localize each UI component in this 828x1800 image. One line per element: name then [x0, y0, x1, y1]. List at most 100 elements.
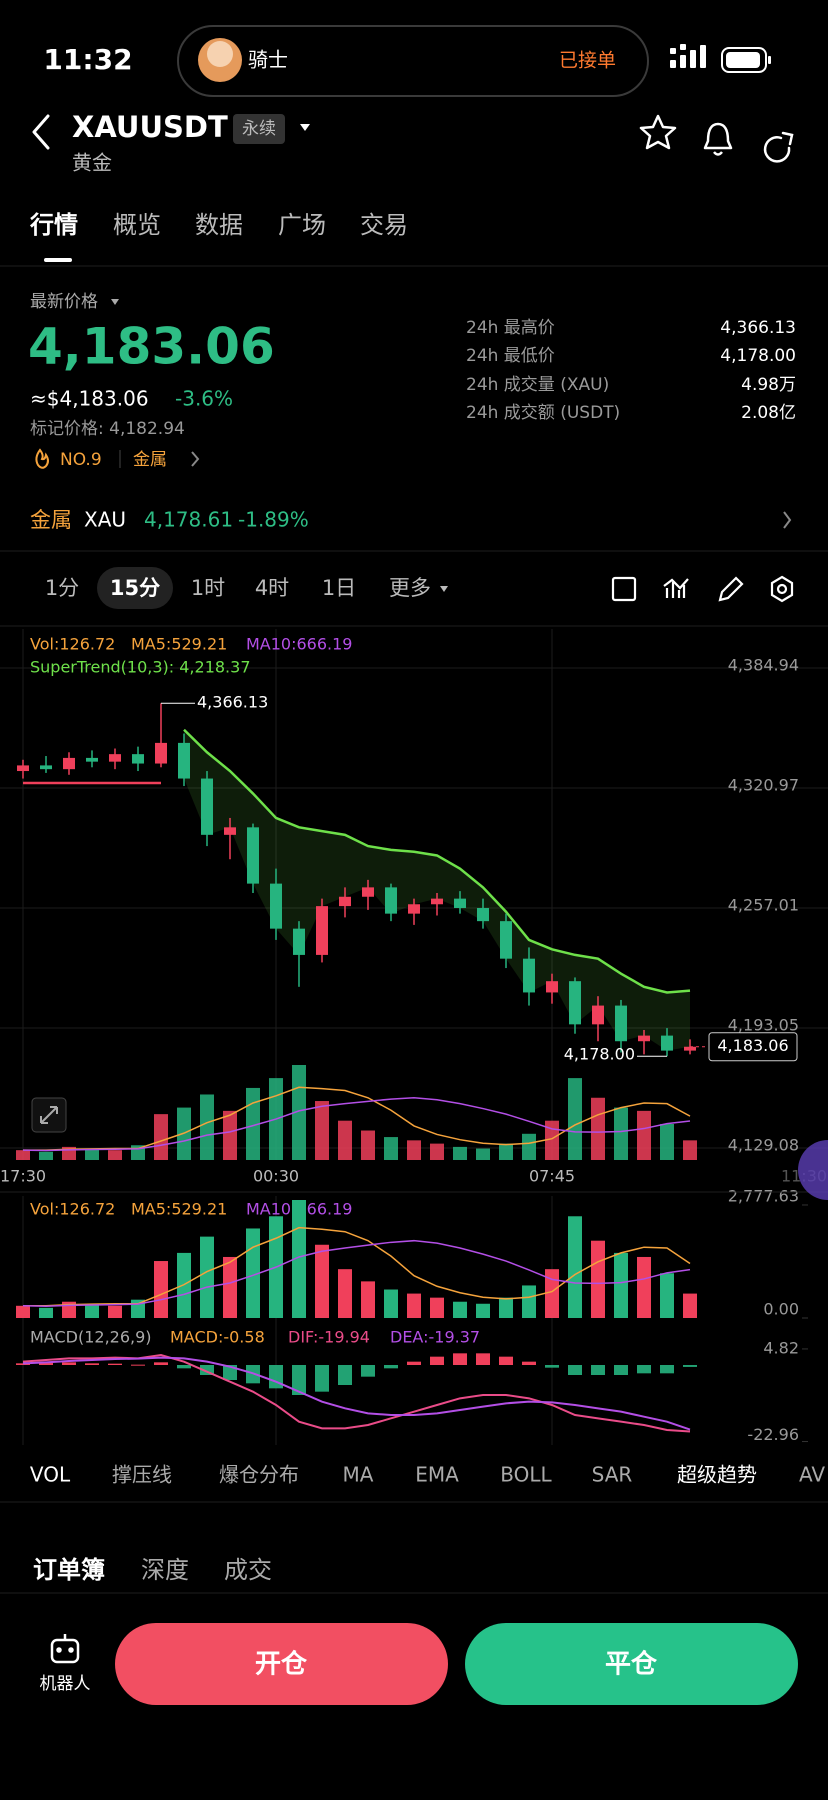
volume-bar	[591, 1097, 605, 1160]
interval[interactable]: 更多	[389, 576, 431, 600]
candle-body	[17, 765, 29, 772]
indicator-tab[interactable]: EMA	[415, 1463, 459, 1487]
indicator-tab[interactable]: VOL	[30, 1463, 71, 1487]
dynamic-island	[177, 25, 649, 97]
indicator-tab[interactable]: AV	[799, 1463, 825, 1487]
legend-entry: MA5:529.21	[131, 635, 227, 654]
indicator-tab[interactable]: 超级趋势	[677, 1463, 757, 1487]
macd-bar	[660, 1365, 674, 1374]
stat-value: 4,366.13	[720, 318, 796, 338]
legend-entry: DIF:-19.94	[288, 1328, 370, 1347]
volume-bar	[637, 1110, 651, 1160]
floating-widget[interactable]	[798, 1140, 828, 1200]
candle-body	[592, 1005, 604, 1025]
draw-tool[interactable]	[718, 576, 744, 602]
order-tab[interactable]: 成交	[224, 1556, 272, 1584]
stat-label: 24h 成交量 (XAU)	[466, 375, 609, 395]
indicator-tool[interactable]	[663, 578, 689, 598]
interval[interactable]: 15分	[110, 576, 160, 600]
candle-body	[155, 742, 167, 764]
sector-chevron[interactable]	[191, 451, 200, 467]
macd-bar	[637, 1365, 651, 1374]
tab[interactable]: 数据	[195, 211, 243, 239]
interval[interactable]: 1日	[322, 576, 356, 600]
alert-button[interactable]	[703, 122, 733, 156]
more-dropdown[interactable]	[440, 586, 448, 592]
order-tab[interactable]: 订单簿	[33, 1556, 105, 1584]
macd-bar	[131, 1364, 145, 1366]
volume-bar	[16, 1150, 30, 1160]
volume-bar	[453, 1146, 467, 1160]
indicator-tab[interactable]: MA	[343, 1463, 374, 1487]
volume-bar	[338, 1120, 352, 1160]
settings-tool[interactable]	[770, 575, 794, 603]
macd-bar	[154, 1362, 168, 1365]
island-status: 已接单	[559, 50, 616, 72]
indicator-tab[interactable]: 撑压线	[112, 1463, 172, 1487]
volume-bar	[200, 1236, 214, 1318]
volume-bar	[683, 1293, 697, 1318]
usd-price: ≈$4,183.06	[30, 387, 149, 411]
interval[interactable]: 1时	[191, 576, 225, 600]
row-chevron[interactable]	[783, 511, 792, 529]
candle-body	[661, 1035, 673, 1051]
last-price-label: 4,183.06	[717, 1036, 788, 1055]
volume-ma10	[22, 1239, 691, 1307]
volume-bar	[568, 1216, 582, 1318]
interval[interactable]: 1分	[45, 576, 79, 600]
open-label[interactable]: 开仓	[255, 1649, 308, 1680]
y-tick-label: 4,384.94	[728, 655, 799, 674]
price-dropdown[interactable]	[111, 299, 119, 305]
volume-bar	[407, 1293, 421, 1318]
macd-bar	[453, 1353, 467, 1365]
sector-name[interactable]: 金属	[30, 508, 72, 532]
macd-bar	[39, 1362, 53, 1365]
order-tab[interactable]: 深度	[141, 1556, 189, 1584]
indicator-tab[interactable]: SAR	[592, 1463, 633, 1487]
favorite-button[interactable]	[639, 114, 677, 150]
candle-body	[546, 981, 558, 993]
contract-badge: 永续	[242, 119, 276, 139]
share-button[interactable]	[763, 131, 794, 163]
close-button[interactable]	[465, 1623, 798, 1705]
volume-bar	[246, 1087, 260, 1160]
tab[interactable]: 概览	[113, 211, 161, 239]
candle-body	[316, 906, 328, 955]
robot-label[interactable]: 机器人	[40, 1674, 91, 1694]
indicator-tab[interactable]: 爆仓分布	[219, 1463, 299, 1487]
close-label[interactable]: 平仓	[605, 1649, 658, 1680]
sector-symbol: XAU	[84, 508, 126, 532]
y-tick-label: -22.96	[747, 1425, 799, 1444]
tab[interactable]: 广场	[278, 211, 326, 239]
legend-entry: DEA:-19.37	[390, 1328, 480, 1347]
indicator-tab[interactable]: BOLL	[500, 1463, 552, 1487]
legend-entry: Vol:126.72	[30, 1200, 115, 1219]
sector[interactable]: 金属	[133, 450, 167, 470]
candle-body	[638, 1035, 650, 1042]
interval[interactable]: 4时	[255, 576, 289, 600]
macd-bar	[407, 1361, 421, 1365]
macd-bar	[384, 1365, 398, 1369]
y-tick-label: 4.82	[763, 1338, 799, 1357]
tab[interactable]: 行情	[29, 211, 78, 239]
macd-bar	[430, 1356, 444, 1365]
volume-bar	[683, 1140, 697, 1160]
screenshot-tool[interactable]	[611, 576, 637, 602]
tab[interactable]: 交易	[360, 211, 408, 239]
robot-icon[interactable]	[50, 1634, 80, 1664]
settings-tool-center	[776, 583, 788, 595]
x-tick-label: 00:30	[253, 1167, 299, 1186]
supertrend-fill	[184, 729, 690, 1051]
legend-entry: MACD:-0.58	[170, 1328, 265, 1347]
volume-bar	[315, 1244, 329, 1318]
open-button[interactable]	[115, 1623, 448, 1705]
symbol: XAUUSDT	[72, 110, 228, 144]
candle-body	[362, 887, 374, 897]
symbol-dropdown[interactable]	[300, 124, 310, 131]
macd-bar	[683, 1365, 697, 1367]
volume-bar	[660, 1123, 674, 1160]
volume-bar	[85, 1303, 99, 1318]
back-button[interactable]	[32, 114, 50, 150]
sector-price: 4,178.61	[144, 508, 233, 532]
y-tick-label: 0.00	[763, 1300, 799, 1319]
